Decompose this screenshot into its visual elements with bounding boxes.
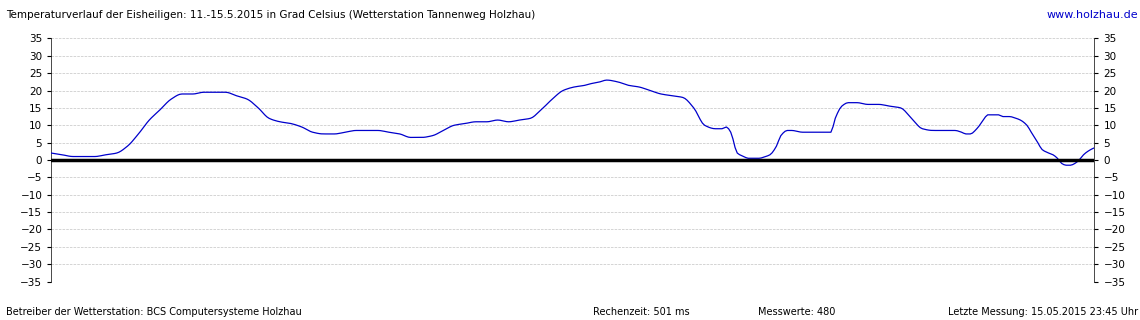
Text: Messwerte: 480: Messwerte: 480 — [758, 307, 836, 317]
Text: Rechenzeit: 501 ms: Rechenzeit: 501 ms — [593, 307, 690, 317]
Text: Betreiber der Wetterstation: BCS Computersysteme Holzhau: Betreiber der Wetterstation: BCS Compute… — [6, 307, 301, 317]
Text: Temperaturverlauf der Eisheiligen: 11.-15.5.2015 in Grad Celsius (Wetterstation : Temperaturverlauf der Eisheiligen: 11.-1… — [6, 10, 535, 20]
Text: Letzte Messung: 15.05.2015 23:45 Uhr: Letzte Messung: 15.05.2015 23:45 Uhr — [947, 307, 1138, 317]
Text: www.holzhau.de: www.holzhau.de — [1047, 10, 1138, 20]
